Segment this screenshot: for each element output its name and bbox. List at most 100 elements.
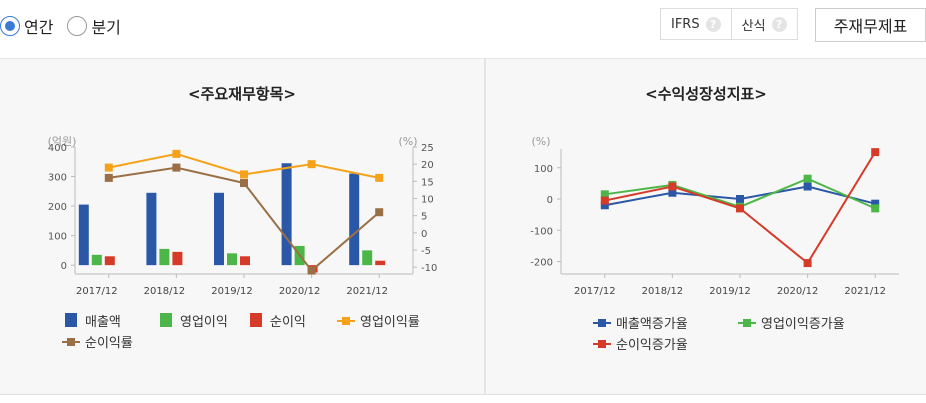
point-op-income-growth	[600, 190, 609, 199]
top-toolbar: 연간 분기 IFRS ? 산식 ? 주재무제표	[0, 0, 926, 58]
y-tick-label: 0	[547, 195, 553, 206]
y-tick-label-right: 25	[421, 143, 434, 154]
point-op-margin	[172, 149, 181, 158]
bar-revenue	[281, 163, 292, 266]
y-axis-left-unit: (억원)	[48, 135, 77, 148]
point-op-margin	[375, 173, 384, 182]
method-toggle[interactable]: 산식 ?	[730, 9, 797, 39]
radio-annual-indicator[interactable]	[0, 16, 20, 36]
bar-revenue	[349, 173, 360, 266]
info-toggles: IFRS ? 산식 ?	[660, 8, 798, 40]
x-tick-label: 2018/12	[642, 286, 684, 297]
bar-net-income	[172, 251, 183, 266]
legend-label: 영업이익률	[360, 315, 420, 330]
legend-swatch	[65, 313, 77, 327]
point-op-margin	[240, 170, 248, 179]
y-tick-label-right: -10	[421, 263, 437, 274]
y-tick-label-right: -5	[421, 246, 431, 257]
radio-annual-label[interactable]: 연간	[24, 18, 54, 37]
y-tick-label-right: 15	[421, 177, 434, 188]
bar-net-income	[375, 260, 386, 266]
y-tick-label-left: 0	[61, 261, 67, 272]
bar-op-income	[362, 250, 373, 266]
point-revenue-growth	[803, 182, 812, 191]
financials-chart: (억원) (%) 0 100 200 300 400 -10 -5 0 5 10 15 20 25 2017/…	[48, 135, 438, 351]
legend-swatch	[160, 313, 172, 327]
radio-quarterly-indicator[interactable]	[67, 16, 88, 36]
y-tick-label: 100	[534, 164, 553, 175]
y-tick-label: -100	[530, 226, 553, 237]
point-net-income-growth	[668, 182, 677, 191]
radio-quarterly-label[interactable]: 분기	[91, 18, 121, 37]
point-net-margin	[172, 163, 181, 172]
growth-chart: (%) -200 -100 0 100 2017/12 2018/12 2019/12 2020…	[530, 135, 899, 353]
ifrs-label: IFRS	[671, 16, 700, 32]
panel-divider	[484, 58, 486, 394]
growth-indicators-panel: <수익성장성지표> (%) -200 -100 0 100 2017/12 2018/12 2…	[486, 58, 926, 394]
bar-op-income	[91, 254, 102, 266]
bar-revenue	[214, 192, 224, 266]
ifrs-toggle[interactable]: IFRS ?	[661, 9, 731, 39]
y-tick-label-right: 0	[421, 229, 427, 240]
legend-label: 순이익률	[85, 336, 133, 351]
method-label: 산식	[741, 18, 766, 34]
point-revenue-growth	[736, 195, 744, 203]
point-net-margin	[375, 208, 384, 217]
point-op-margin	[307, 160, 316, 169]
bottom-divider	[0, 394, 926, 395]
chart-title: <주요재무항목>	[188, 85, 296, 103]
radio-annual[interactable]: 연간	[0, 14, 53, 38]
x-tick-label: 2020/12	[777, 286, 819, 297]
bar-net-income	[240, 256, 250, 266]
legend-label: 매출액	[85, 315, 121, 330]
legend-label: 순이익증가율	[616, 338, 688, 353]
help-icon[interactable]: ?	[705, 16, 721, 32]
y-tick-label-left: 400	[48, 143, 67, 154]
x-tick-label: 2018/12	[144, 286, 186, 297]
y-tick-label-right: 20	[421, 160, 434, 171]
y-axis-right-unit: (%)	[398, 135, 417, 148]
point-op-income-growth	[871, 204, 880, 213]
legend-label: 영업이익증가율	[761, 317, 845, 332]
legend-label: 영업이익	[180, 315, 228, 330]
y-axis-unit: (%)	[531, 135, 550, 148]
point-net-margin	[240, 179, 248, 188]
point-op-income-growth	[803, 174, 812, 183]
bar-op-income	[159, 248, 170, 266]
y-tick-label-right: 10	[421, 194, 434, 205]
point-net-margin	[307, 266, 316, 275]
legend-swatch	[67, 338, 75, 346]
point-net-income-growth	[803, 259, 812, 268]
y-tick-label-right: 5	[421, 212, 427, 223]
x-tick-label: 2020/12	[279, 286, 321, 297]
bar-op-income	[227, 253, 237, 266]
point-revenue-growth	[668, 188, 677, 197]
legend-label: 순이익	[270, 315, 306, 330]
point-net-income-growth	[871, 148, 880, 157]
legend-label: 매출액증가율	[616, 317, 688, 332]
x-tick-label: 2017/12	[574, 286, 616, 297]
legend-swatch	[598, 319, 606, 327]
point-op-margin	[104, 163, 113, 172]
help-icon[interactable]: ?	[771, 16, 787, 32]
x-tick-label: 2019/12	[709, 286, 751, 297]
x-tick-label: 2017/12	[76, 286, 118, 297]
period-radio-group: 연간 분기	[0, 14, 135, 38]
y-tick-label-left: 200	[48, 202, 67, 213]
main-financials-button[interactable]: 주재무제표	[815, 8, 926, 42]
point-revenue-growth	[600, 201, 609, 210]
bar-revenue	[78, 204, 89, 266]
chart-title: <수익성장성지표>	[645, 85, 767, 103]
x-tick-label: 2021/12	[844, 286, 886, 297]
legend-swatch	[743, 319, 751, 327]
x-tick-label: 2021/12	[346, 286, 388, 297]
y-tick-label-left: 300	[48, 173, 67, 184]
x-tick-label: 2019/12	[211, 286, 253, 297]
point-net-income-growth	[736, 204, 744, 213]
main-financials-panel: <주요재무항목> (억원) (%) 0 100 200 300 400 -10 -5 0 5 10 15…	[0, 58, 484, 394]
point-net-margin	[104, 173, 113, 182]
legend-swatch	[342, 317, 350, 325]
radio-quarterly[interactable]: 분기	[67, 14, 121, 38]
bar-revenue	[146, 192, 157, 266]
legend-swatch	[250, 313, 262, 327]
